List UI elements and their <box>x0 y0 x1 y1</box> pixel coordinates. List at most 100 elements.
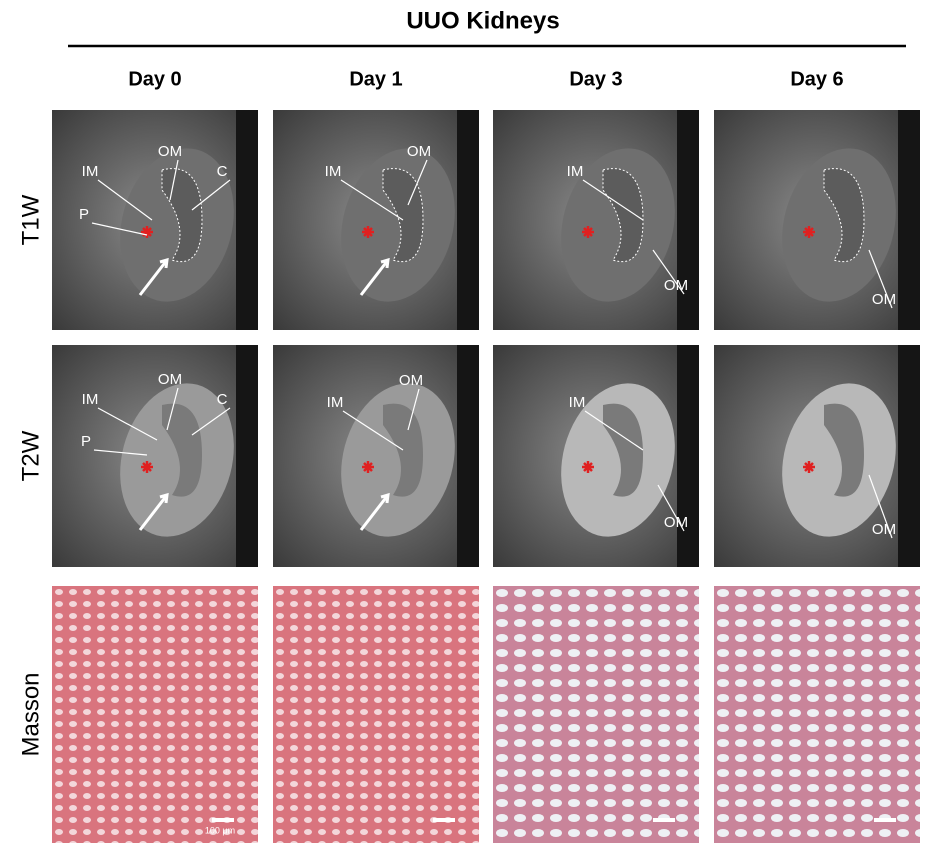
leader-line <box>868 474 893 539</box>
kidney <box>561 383 675 537</box>
leader-line <box>582 179 644 221</box>
leader-line <box>868 249 893 309</box>
panel-label: OM <box>158 371 182 388</box>
white-arrow <box>138 257 169 296</box>
scale-bar <box>874 818 896 822</box>
mri-dark-edge <box>457 110 479 330</box>
panel-label: OM <box>158 143 182 160</box>
column-header: Day 0 <box>128 68 181 90</box>
leader-line <box>97 179 153 221</box>
image-panel <box>273 586 479 843</box>
column-header: Day 3 <box>569 68 622 90</box>
scale-bar <box>433 818 455 822</box>
image-panel: IM OM <box>493 345 699 567</box>
leader-line <box>340 179 404 221</box>
leader-line <box>191 179 231 211</box>
column-header: Day 1 <box>349 68 402 90</box>
image-panel: OM <box>714 110 920 330</box>
histology <box>273 586 479 843</box>
row-label: T1W <box>17 194 44 245</box>
image-panel: 100 μm <box>52 586 258 843</box>
red-asterisk <box>141 461 153 473</box>
image-panel <box>493 586 699 843</box>
medulla-outline <box>824 403 864 497</box>
row-label: T2W <box>17 430 44 481</box>
panel-label: 100 μm <box>205 825 235 835</box>
scale-bar <box>212 818 234 822</box>
red-asterisk <box>362 461 374 473</box>
red-asterisk <box>141 226 153 238</box>
kidney <box>120 148 234 302</box>
mri-dark-edge <box>236 110 258 330</box>
white-arrow <box>359 257 390 296</box>
leader-line <box>166 387 179 431</box>
panel-label: IM <box>82 391 99 408</box>
image-panel: IM OM C P <box>52 110 258 330</box>
panel-label: IM <box>325 163 342 180</box>
histology <box>52 586 258 843</box>
leader-line <box>652 249 685 295</box>
medulla-outline <box>383 403 423 497</box>
panel-label: C <box>217 391 228 408</box>
column-header: Day 6 <box>790 68 843 90</box>
leader-line <box>169 159 179 201</box>
red-asterisk <box>582 226 594 238</box>
panel-label: OM <box>872 291 896 308</box>
figure-title: UUO Kidneys <box>406 7 559 34</box>
kidney <box>782 383 896 537</box>
panel-label: OM <box>664 514 688 531</box>
panel-label: IM <box>82 163 99 180</box>
panel-label: OM <box>664 277 688 294</box>
image-panel: IM OM <box>273 110 479 330</box>
row-label: Masson <box>17 672 44 756</box>
mri-dark-edge <box>236 345 258 567</box>
leader-line <box>407 159 428 206</box>
mri-dark-edge <box>898 345 920 567</box>
leader-line <box>97 407 158 441</box>
image-panel: IM OM <box>493 110 699 330</box>
panel-label: OM <box>399 372 423 389</box>
image-panel: IM OM <box>273 345 479 567</box>
leader-line <box>584 410 644 451</box>
red-asterisk <box>362 226 374 238</box>
red-asterisk <box>582 461 594 473</box>
panel-label: P <box>79 206 89 223</box>
kidney <box>782 148 896 302</box>
mri-dark-edge <box>898 110 920 330</box>
panel-label: C <box>217 163 228 180</box>
red-asterisk <box>803 461 815 473</box>
panel-label: OM <box>872 521 896 538</box>
leader-line <box>342 410 404 451</box>
white-arrow <box>359 492 390 531</box>
panel-label: P <box>81 433 91 450</box>
leader-line <box>407 388 420 431</box>
image-panel: IM OM C P <box>52 345 258 567</box>
kidney <box>341 383 455 537</box>
leader-line <box>657 484 685 532</box>
panel-label: IM <box>567 163 584 180</box>
white-arrow <box>138 492 169 531</box>
leader-line <box>191 407 231 436</box>
medulla-outline <box>602 168 644 262</box>
image-panel: OM <box>714 345 920 567</box>
panel-label: OM <box>407 143 431 160</box>
medulla-outline <box>162 403 202 497</box>
panel-label: IM <box>327 394 344 411</box>
mri-dark-edge <box>457 345 479 567</box>
histology <box>714 586 920 843</box>
kidney <box>120 383 234 537</box>
kidney <box>561 148 675 302</box>
medulla-outline <box>823 168 865 262</box>
mri-dark-edge <box>677 110 699 330</box>
histology <box>493 586 699 843</box>
red-asterisk <box>803 226 815 238</box>
mri-dark-edge <box>677 345 699 567</box>
medulla-outline <box>603 403 643 497</box>
image-panel <box>714 586 920 843</box>
leader-line <box>91 222 148 236</box>
kidney <box>341 148 455 302</box>
panel-label: IM <box>569 394 586 411</box>
scale-bar <box>653 818 675 822</box>
leader-line <box>93 449 148 456</box>
